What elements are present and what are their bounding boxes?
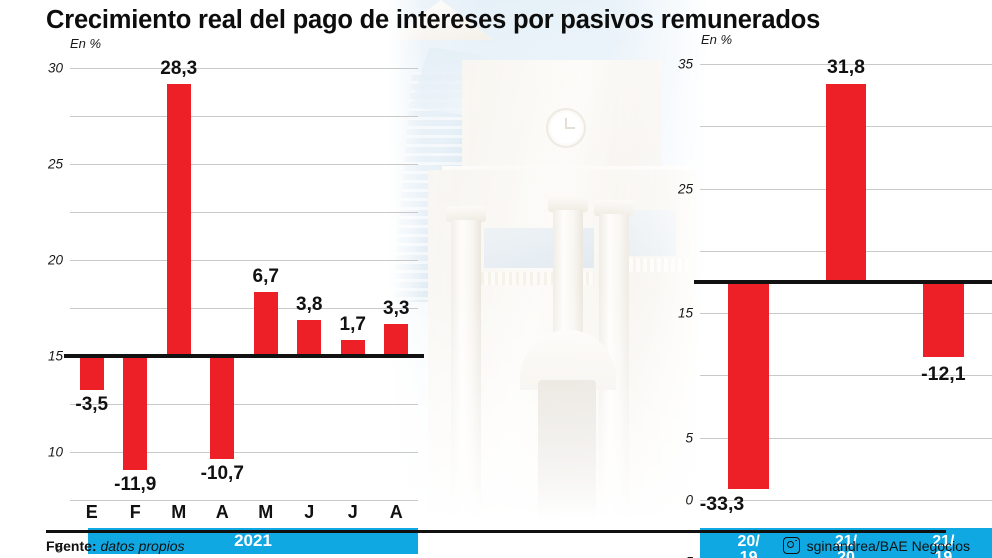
gridline: 10 [48,260,418,460]
category-label: M [258,502,274,522]
bar [253,291,278,356]
y-axis-tick-label: 20 [47,252,63,268]
gridline: -10 [70,452,418,453]
gridline: 15 [48,212,418,364]
source-note: Fuente: datos propios [46,538,185,554]
gridline: 25 [48,116,418,172]
y-axis-tick-label: 10 [47,444,63,460]
y-axis-tick-label: 30 [47,60,63,76]
bar-value-label: 1,7 [339,313,366,335]
bar [922,282,964,358]
bar [340,339,365,356]
gridline: 5 [55,308,418,556]
y-axis-tick-label: 5 [685,430,693,446]
y-axis-tick-label: 0 [685,492,693,508]
bar [297,319,322,356]
credit-block: sginandrea/BAE Negocios [782,537,970,554]
gridline: -15 [70,500,418,501]
bar-value-label: -11,9 [114,474,157,496]
bar [384,324,409,356]
category-label: A [389,502,403,522]
footer-divider [46,530,946,533]
bar-value-label: -33,3 [699,493,745,516]
category-label: J [304,502,315,522]
y-axis-tick-label: 5 [55,540,63,556]
chart-monthly-2021: En % 302520151050-5-10-15-3,5-11,928,3-1… [18,30,424,556]
source-label: Fuente: [46,538,97,554]
gridline: -25 [700,437,992,439]
chart-annual-comparison: En % 35 25 15 5 0 -5 -15 -25 -35-33,3 31,8 -12,1 2… [655,30,992,558]
plot-area-left: 302520151050-5-10-15-3,5-11,928,3-10,76,… [48,58,424,556]
credit-text: sginandrea/BAE Negocios [806,537,970,554]
y-axis-tick-label: -5 [681,555,693,558]
category-label: E [85,502,98,522]
period-band-cell: 21/ 19 [932,532,955,558]
period-band-cell: 20/ 19 [737,532,760,558]
instagram-icon [782,537,800,554]
page-title: Crecimiento real del pago de intereses p… [46,6,821,34]
gridline: -5 [70,404,418,405]
bar-value-label: 31,8 [827,55,865,78]
category-label: M [171,502,187,522]
source-value: datos propios [100,538,185,554]
bar-value-label: 28,3 [160,58,198,80]
category-label: J [347,502,358,522]
category-label: A [215,502,229,522]
y-axis-tick-label: 15 [677,305,693,321]
period-band: 20/ 19 21/ 20 21/ 19 [700,528,992,558]
gridline: -5 [681,313,992,558]
bar-value-label: -10,7 [200,462,244,484]
y-axis-tick-label: 25 [677,181,693,197]
gridline: 35 [678,57,992,72]
y-axis-tick-label: 35 [677,56,693,72]
gridline: -15 [700,375,992,377]
zero-line [64,354,424,358]
bar [210,356,235,459]
gridline: -35 [700,500,992,501]
bar-value-label: -3,5 [75,393,109,415]
bar [166,84,191,356]
y-axis-tick-label: 15 [47,348,63,364]
units-label-right: En % [701,32,733,47]
bar-value-label: 6,7 [252,265,279,287]
bar [728,282,770,490]
bar [123,356,148,471]
zero-line [694,280,992,284]
bar [825,83,867,282]
bar-value-label: 3,3 [383,298,410,320]
y-axis-tick-label: 25 [47,156,63,172]
units-label-left: En % [70,36,102,51]
category-label: F [129,502,141,522]
photo-fade-overlay [388,0,708,520]
plot-area-right: 35 25 15 5 0 -5 -15 -25 -35-33,3 31,8 -12,1 [678,56,992,558]
gridline: 30 [48,61,418,76]
bar-value-label: -12,1 [921,363,966,386]
bar-value-label: 3,8 [296,293,323,315]
gridline: 0 [685,282,992,508]
gridline: 20 [48,164,418,268]
bar [79,356,104,390]
period-band-cell: 21/ 20 [834,532,858,558]
background-photo-bank-facade [388,0,708,520]
